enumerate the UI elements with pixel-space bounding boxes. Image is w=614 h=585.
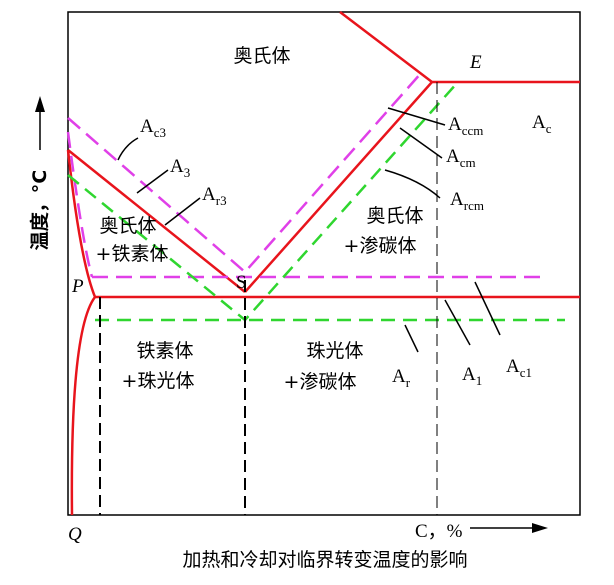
leader — [399, 127, 443, 159]
region-label: +渗碳体 — [284, 371, 357, 393]
line-label: Arcm — [450, 189, 484, 213]
line-label: Ac1 — [506, 356, 532, 380]
line-label: Ar — [392, 366, 411, 390]
point-label: E — [469, 52, 482, 73]
point-label: Q — [68, 524, 82, 545]
line — [66, 149, 97, 516]
x-axis-label: C，% — [415, 521, 463, 542]
line — [67, 71, 423, 274]
region-label: 珠光体 — [306, 340, 363, 362]
line — [67, 149, 246, 293]
region-label: 铁素体 — [136, 340, 193, 362]
leader — [387, 107, 446, 126]
line-label: A3 — [170, 156, 190, 180]
line-label: Ac — [532, 112, 552, 136]
line-label: Acm — [446, 146, 476, 170]
point-label: P — [71, 276, 84, 297]
line — [66, 131, 94, 278]
leader — [117, 137, 139, 161]
line — [339, 11, 580, 84]
point-label: S — [236, 272, 247, 293]
region-label: 奥氏体 — [99, 215, 156, 237]
leader — [474, 281, 501, 336]
region-label: +渗碳体 — [344, 235, 417, 257]
frame — [67, 11, 581, 516]
region-label: 奥氏体 — [233, 45, 290, 67]
y-axis-label: 温度，°C — [28, 170, 51, 250]
leader — [136, 169, 169, 194]
line-label: Ar3 — [202, 184, 227, 208]
line-label: A1 — [462, 364, 482, 388]
line-label: Ac3 — [140, 116, 166, 140]
caption: 加热和冷却对临界转变温度的影响 — [182, 549, 467, 571]
region-label: +珠光体 — [122, 370, 195, 392]
arrow-head — [35, 96, 45, 112]
leader — [444, 299, 471, 346]
line — [244, 81, 433, 293]
leader — [404, 324, 419, 353]
region-label: +铁素体 — [96, 243, 169, 265]
leader — [384, 169, 441, 199]
arrow-head — [532, 523, 548, 533]
line-label: Accm — [448, 114, 483, 138]
region-label: 奥氏体 — [366, 205, 423, 227]
leader — [164, 197, 201, 226]
